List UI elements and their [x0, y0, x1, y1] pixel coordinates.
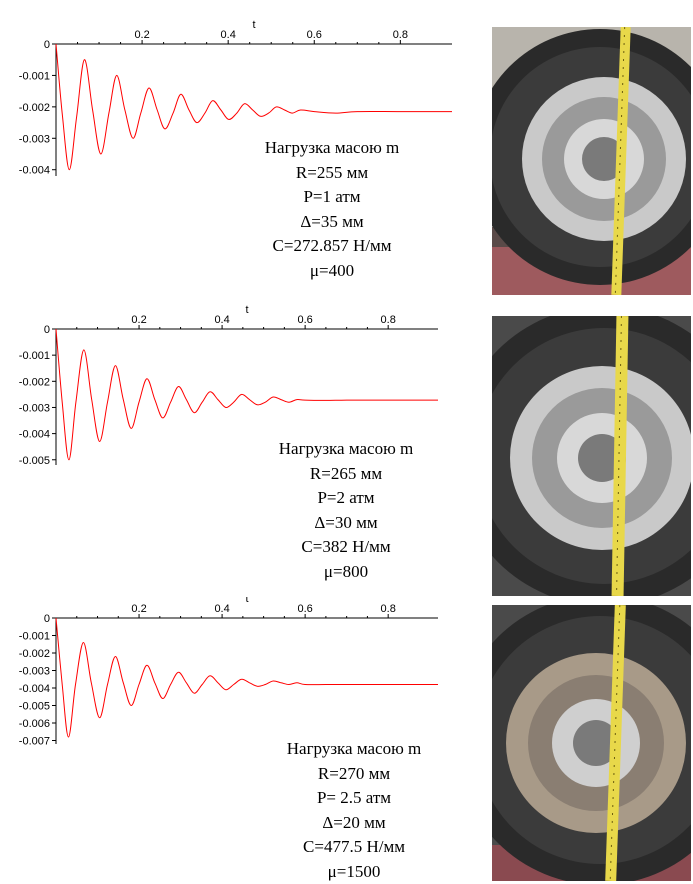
x-tick-label: 0.6: [307, 29, 322, 41]
y-tick-label: -0.004: [19, 429, 50, 441]
y-tick-label: 0: [44, 613, 50, 625]
load-label: Нагрузка масою m: [232, 136, 432, 161]
tire-photo-1: [492, 27, 691, 295]
tire-image: [492, 316, 691, 596]
y-tick-label: -0.002: [19, 102, 50, 114]
stiffness-value: C=382 Н/мм: [246, 535, 446, 560]
deflection-value: Δ=20 мм: [254, 811, 454, 836]
y-tick-label: 0: [44, 324, 50, 336]
x-axis-label: t: [252, 19, 255, 31]
y-tick-label: -0.004: [19, 165, 50, 177]
radius-value: R=255 мм: [232, 161, 432, 186]
x-tick-label: 0.2: [134, 29, 149, 41]
tire-photo-3: [492, 605, 691, 881]
x-tick-label: 0.4: [221, 29, 236, 41]
x-axis-label: t: [245, 597, 248, 605]
y-tick-label: 0: [44, 39, 50, 51]
y-tick-label: -0.003: [19, 133, 50, 145]
y-tick-label: -0.005: [19, 455, 50, 467]
y-tick-label: -0.005: [19, 701, 50, 713]
mu-value: μ=1500: [254, 860, 454, 884]
panel-1: 0.2 0.4 0.6 0.8 t 0 -0.001 -0.002 -0.003 -0.004 Н…: [0, 0, 693, 297]
x-tick-label: 0.8: [381, 314, 396, 326]
x-tick-label: 0.6: [297, 603, 312, 615]
stiffness-value: C=477.5 Н/мм: [254, 835, 454, 860]
parameters-3: Нагрузка масою m R=270 мм P= 2.5 атм Δ=2…: [254, 737, 454, 884]
parameters-2: Нагрузка масою m R=265 мм P=2 атм Δ=30 м…: [246, 437, 446, 584]
x-axis-label: t: [245, 304, 248, 316]
x-tick-label: 0.4: [214, 603, 229, 615]
x-tick-label: 0.2: [131, 603, 146, 615]
panel-3: 0.2 0.4 0.6 0.8 t 0 -0.001 -0.002 -0.003 -0.004 -0…: [0, 597, 693, 883]
x-tick-label: 0.8: [381, 603, 396, 615]
pressure-value: P=2 атм: [246, 486, 446, 511]
y-tick-label: -0.003: [19, 666, 50, 678]
deflection-value: Δ=35 мм: [232, 210, 432, 235]
y-tick-label: -0.001: [19, 350, 50, 362]
parameters-1: Нагрузка масою m R=255 мм P=1 атм Δ=35 м…: [232, 136, 432, 283]
stiffness-value: C=272.857 Н/мм: [232, 234, 432, 259]
y-tick-label: -0.001: [19, 70, 50, 82]
x-tick-label: 0.6: [297, 314, 312, 326]
tire-image: [492, 605, 691, 881]
deflection-value: Δ=30 мм: [246, 511, 446, 536]
mu-value: μ=400: [232, 259, 432, 284]
series-line-1: [56, 618, 438, 737]
load-label: Нагрузка масою m: [246, 437, 446, 462]
y-tick-label: -0.004: [19, 683, 50, 695]
tire-photo-2: [492, 316, 691, 596]
y-tick-label: -0.007: [19, 736, 50, 748]
y-tick-label: -0.006: [19, 718, 50, 730]
pressure-value: P= 2.5 атм: [254, 786, 454, 811]
mu-value: μ=800: [246, 560, 446, 585]
pressure-value: P=1 атм: [232, 185, 432, 210]
x-tick-label: 0.8: [393, 29, 408, 41]
y-tick-label: -0.002: [19, 648, 50, 660]
tire-image: [492, 27, 691, 295]
radius-value: R=265 мм: [246, 462, 446, 487]
radius-value: R=270 мм: [254, 762, 454, 787]
y-tick-label: -0.003: [19, 402, 50, 414]
panel-2: 0.2 0.4 0.6 0.8 t 0 -0.001 -0.002 -0.003 -0.004 -0…: [0, 297, 693, 597]
load-label: Нагрузка масою m: [254, 737, 454, 762]
x-tick-label: 0.4: [214, 314, 229, 326]
y-tick-label: -0.002: [19, 376, 50, 388]
y-tick-label: -0.001: [19, 631, 50, 643]
x-tick-label: 0.2: [131, 314, 146, 326]
